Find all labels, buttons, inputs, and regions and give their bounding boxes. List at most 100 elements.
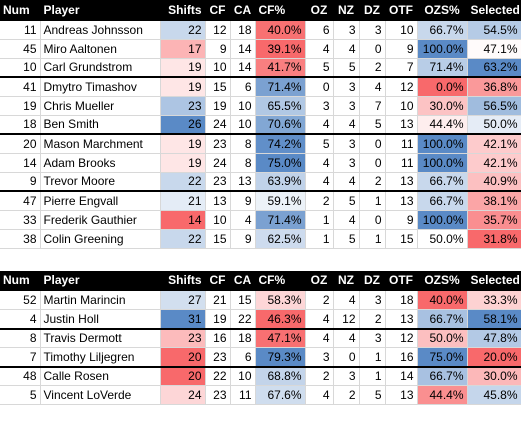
- cell-otf: 13: [385, 385, 418, 405]
- cell-cf: 23: [205, 385, 231, 405]
- cell-otf: 9: [385, 39, 418, 59]
- cell-ca: 10: [230, 366, 256, 386]
- cell-ozs-pct: 66.7%: [417, 191, 468, 211]
- header-player: Player: [40, 270, 161, 291]
- cell-otf: 11: [385, 134, 418, 154]
- cell-otf: 15: [385, 229, 418, 249]
- cell-ca: 9: [230, 191, 256, 211]
- cell-dz: 1: [359, 366, 386, 386]
- cell-selected: 45.8%: [467, 385, 521, 405]
- cell-cf: 21: [205, 290, 231, 310]
- cell-cf: 15: [205, 229, 231, 249]
- cell-oz: 1: [305, 229, 334, 249]
- cell-shifts: 23: [160, 328, 206, 348]
- cell-cf: 16: [205, 328, 231, 348]
- cell-dz: 3: [359, 20, 386, 40]
- cell-player: Pierre Engvall: [40, 191, 161, 211]
- cell-otf: 16: [385, 347, 418, 368]
- cell-player: Frederik Gauthier: [40, 210, 161, 230]
- cell-oz: 4: [305, 385, 334, 405]
- header-cf: CF: [205, 270, 231, 291]
- cell-cf-pct: 70.6%: [255, 115, 306, 135]
- cell-selected: 30.0%: [467, 366, 521, 386]
- cell-ca: 6: [230, 347, 256, 368]
- cell-nz: 4: [333, 115, 360, 135]
- cell-player: Martin Marincin: [40, 290, 161, 310]
- cell-ozs-pct: 66.7%: [417, 20, 468, 40]
- cell-otf: 13: [385, 309, 418, 330]
- cell-ozs-pct: 44.4%: [417, 115, 468, 135]
- table-row: 47 Pierre Engvall 21 13 9 59.1% 2 5 1 13 66.7% 38.1…: [0, 191, 521, 211]
- cell-player: Dmytro Timashov: [40, 77, 161, 97]
- cell-shifts: 17: [160, 39, 206, 59]
- cell-shifts: 14: [160, 210, 206, 230]
- cell-shifts: 26: [160, 115, 206, 135]
- cell-num: 52: [0, 290, 41, 310]
- header-oz: OZ: [305, 270, 334, 291]
- cell-otf: 13: [385, 191, 418, 211]
- cell-selected: 56.5%: [467, 96, 521, 116]
- cell-ozs-pct: 66.7%: [417, 309, 468, 330]
- cell-cf: 10: [205, 58, 231, 78]
- cell-cf: 10: [205, 210, 231, 230]
- cell-nz: 12: [333, 309, 360, 330]
- cell-ozs-pct: 30.0%: [417, 96, 468, 116]
- cell-otf: 10: [385, 20, 418, 40]
- cell-dz: 0: [359, 39, 386, 59]
- cell-cf: 23: [205, 347, 231, 368]
- cell-cf-pct: 63.9%: [255, 172, 306, 192]
- cell-nz: 5: [333, 229, 360, 249]
- cell-ca: 18: [230, 20, 256, 40]
- forwards-table: Num Player Shifts CF CA CF% OZ NZ DZ OTF…: [0, 0, 521, 249]
- table-row: 8 Travis Dermott 23 16 18 47.1% 4 4 3 12 50.0% 47.8…: [0, 328, 521, 348]
- cell-selected: 47.8%: [467, 328, 521, 348]
- cell-otf: 14: [385, 366, 418, 386]
- cell-selected: 33.3%: [467, 290, 521, 310]
- cell-cf-pct: 75.0%: [255, 153, 306, 173]
- cell-player: Justin Holl: [40, 309, 161, 330]
- table-row: 52 Martin Marincin 27 21 15 58.3% 2 4 3 18 40.0% 33…: [0, 290, 521, 310]
- cell-cf-pct: 74.2%: [255, 134, 306, 154]
- cell-num: 48: [0, 366, 41, 386]
- header-cf: CF: [205, 0, 231, 21]
- cell-dz: 2: [359, 58, 386, 78]
- cell-player: Miro Aaltonen: [40, 39, 161, 59]
- cell-oz: 5: [305, 134, 334, 154]
- header-ca: CA: [230, 270, 256, 291]
- spacer-cell: [0, 248, 521, 271]
- cell-ca: 14: [230, 39, 256, 59]
- cell-cf-pct: 46.3%: [255, 309, 306, 330]
- table-row: 7 Timothy Liljegren 20 23 6 79.3% 3 0 1 16 75.0% 20…: [0, 347, 521, 368]
- cell-cf: 19: [205, 309, 231, 330]
- cell-cf: 13: [205, 191, 231, 211]
- cell-oz: 6: [305, 20, 334, 40]
- cell-ca: 4: [230, 210, 256, 230]
- cell-oz: 4: [305, 309, 334, 330]
- table-row: 33 Frederik Gauthier 14 10 4 71.4% 1 4 0 9 100.0% 3…: [0, 210, 521, 230]
- cell-dz: 1: [359, 347, 386, 368]
- cell-player: Andreas Johnsson: [40, 20, 161, 40]
- header-player: Player: [40, 0, 161, 21]
- cell-dz: 7: [359, 96, 386, 116]
- cell-num: 8: [0, 328, 41, 348]
- cell-ca: 10: [230, 96, 256, 116]
- cell-nz: 0: [333, 347, 360, 368]
- cell-ca: 22: [230, 309, 256, 330]
- cell-player: Travis Dermott: [40, 328, 161, 348]
- cell-oz: 3: [305, 347, 334, 368]
- cell-selected: 38.1%: [467, 191, 521, 211]
- header-otf: OTF: [385, 0, 418, 21]
- cell-player: Adam Brooks: [40, 153, 161, 173]
- cell-otf: 12: [385, 77, 418, 97]
- cell-cf-pct: 58.3%: [255, 290, 306, 310]
- header-otf: OTF: [385, 270, 418, 291]
- cell-num: 11: [0, 20, 41, 40]
- cell-ca: 8: [230, 153, 256, 173]
- cell-ca: 18: [230, 328, 256, 348]
- cell-nz: 3: [333, 77, 360, 97]
- cell-nz: 3: [333, 20, 360, 40]
- cell-shifts: 24: [160, 385, 206, 405]
- cell-cf-pct: 71.4%: [255, 210, 306, 230]
- cell-shifts: 19: [160, 58, 206, 78]
- cell-oz: 4: [305, 115, 334, 135]
